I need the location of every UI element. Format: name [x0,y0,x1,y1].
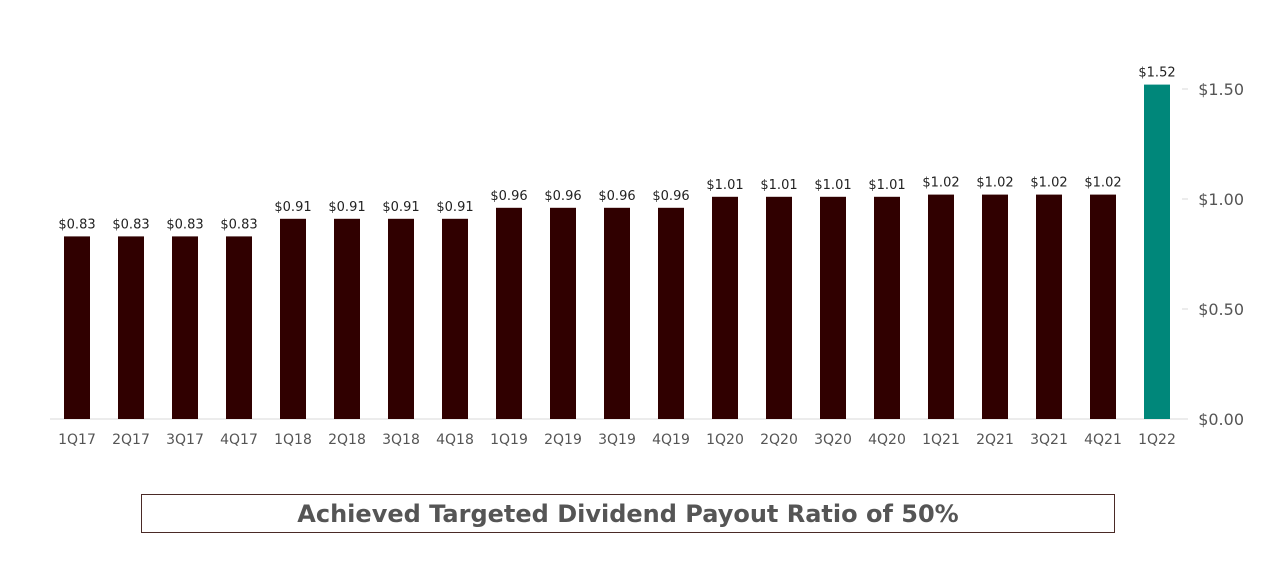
data-label-1Q21: $1.02 [922,176,959,191]
bar-3Q19 [604,207,630,419]
data-label-3Q19: $0.96 [598,189,635,204]
y-tick-label-3: $1.50 [1198,80,1244,99]
data-label-1Q22: $1.52 [1138,66,1175,81]
data-label-3Q17: $0.83 [166,217,203,232]
bar-4Q19 [658,207,684,419]
x-tick-3Q19: 3Q19 [598,432,636,448]
x-tick-1Q19: 1Q19 [490,432,528,448]
data-label-1Q17: $0.83 [58,217,95,232]
payout-ratio-banner: Achieved Targeted Dividend Payout Ratio … [141,494,1115,533]
x-tick-1Q22: 1Q22 [1138,432,1176,448]
data-label-4Q17: $0.83 [220,217,257,232]
data-label-4Q20: $1.01 [868,178,905,193]
bar-4Q21 [1090,194,1116,419]
bar-3Q20 [820,196,846,419]
x-tick-4Q18: 4Q18 [436,432,474,448]
x-tick-2Q20: 2Q20 [760,432,798,448]
bar-1Q19 [496,207,522,419]
data-label-2Q20: $1.01 [760,178,797,193]
x-tick-4Q19: 4Q19 [652,432,690,448]
banner-text: Achieved Targeted Dividend Payout Ratio … [297,499,959,528]
data-label-1Q20: $1.01 [706,178,743,193]
data-label-3Q18: $0.91 [382,200,419,215]
bar-1Q21 [928,194,954,419]
x-tick-2Q18: 2Q18 [328,432,366,448]
data-label-2Q17: $0.83 [112,217,149,232]
x-tick-1Q17: 1Q17 [58,432,96,448]
x-tick-2Q21: 2Q21 [976,432,1014,448]
bar-2Q19 [550,207,576,419]
x-tick-1Q21: 1Q21 [922,432,960,448]
x-tick-3Q21: 3Q21 [1030,432,1068,448]
bar-4Q18 [442,218,468,419]
data-label-1Q18: $0.91 [274,200,311,215]
bar-4Q20 [874,196,900,419]
bar-1Q17 [64,236,90,419]
data-label-1Q19: $0.96 [490,189,527,204]
x-tick-2Q19: 2Q19 [544,432,582,448]
y-tick-label-1: $0.50 [1198,300,1244,319]
data-label-2Q21: $1.02 [976,176,1013,191]
bar-3Q17 [172,236,198,419]
bar-1Q22 [1144,84,1170,419]
bar-1Q18 [280,218,306,419]
x-tick-4Q20: 4Q20 [868,432,906,448]
x-tick-3Q18: 3Q18 [382,432,420,448]
x-tick-3Q20: 3Q20 [814,432,852,448]
y-tick-label-0: $0.00 [1198,410,1244,429]
x-tick-1Q20: 1Q20 [706,432,744,448]
bar-3Q21 [1036,194,1062,419]
x-tick-3Q17: 3Q17 [166,432,204,448]
data-label-2Q19: $0.96 [544,189,581,204]
data-label-4Q21: $1.02 [1084,176,1121,191]
bar-4Q17 [226,236,252,419]
data-label-2Q18: $0.91 [328,200,365,215]
bar-3Q18 [388,218,414,419]
bar-2Q20 [766,196,792,419]
bar-2Q21 [982,194,1008,419]
data-label-3Q21: $1.02 [1030,176,1067,191]
x-tick-2Q17: 2Q17 [112,432,150,448]
data-label-4Q19: $0.96 [652,189,689,204]
x-tick-4Q17: 4Q17 [220,432,258,448]
x-tick-4Q21: 4Q21 [1084,432,1122,448]
bar-1Q20 [712,196,738,419]
bar-2Q18 [334,218,360,419]
x-tick-1Q18: 1Q18 [274,432,312,448]
data-label-4Q18: $0.91 [436,200,473,215]
dividend-bar-chart: $0.83 1Q17 $0.83 2Q17 $0.83 3Q17 $0.83 4Q17 $0.9… [50,66,1244,448]
y-tick-label-2: $1.00 [1198,190,1244,209]
data-label-3Q20: $1.01 [814,178,851,193]
bar-2Q17 [118,236,144,419]
